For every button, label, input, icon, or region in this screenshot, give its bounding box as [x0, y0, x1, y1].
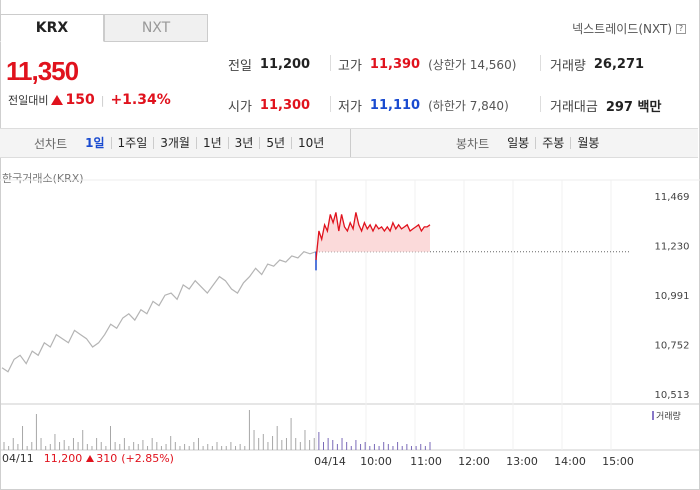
stat-value: 11,200 [259, 57, 311, 72]
y-tick-label: 11,469 [655, 192, 690, 203]
divider: | [100, 93, 105, 107]
stat-label: 거래대금 [550, 100, 598, 115]
volume-legend: 거래량 [652, 409, 681, 422]
lower-limit: (하한가 7,840) [428, 99, 509, 113]
chart-toolbar: 선차트 1일 1주일 3개월 1년 3년 5년 10년 봉차트 일봉 주봉 월봉 [0, 128, 698, 158]
period-10y[interactable]: 10년 [291, 137, 330, 149]
market-tabs: KRX NXT [0, 14, 208, 42]
volume-swatch [652, 411, 654, 420]
stat-high: 고가 11,390 (상한가 14,560) [338, 55, 516, 74]
candle-daily[interactable]: 일봉 [507, 136, 530, 150]
divider [330, 96, 331, 112]
period-1w[interactable]: 1주일 [110, 137, 154, 149]
up-arrow-icon [51, 95, 64, 105]
period-5y[interactable]: 5년 [259, 137, 291, 149]
today-series-line [315, 212, 431, 261]
line-chart-group: 선차트 1일 1주일 3개월 1년 3년 5년 10년 [34, 129, 330, 157]
period-3y[interactable]: 3년 [227, 137, 260, 149]
prev-change: 310 [96, 452, 118, 465]
stat-label: 고가 [338, 59, 362, 74]
market-label: 한국거래소(KRX) [2, 172, 84, 185]
stat-value: 11,110 [369, 98, 421, 113]
stat-label: 전일 [228, 59, 252, 74]
x-tick-label: 11:00 [410, 455, 442, 468]
line-chart-head: 선차트 [34, 136, 68, 151]
stat-value: 11,390 [369, 57, 421, 72]
prev-day-info: 04/11 11,200 310 (+2.85%) [2, 452, 174, 465]
up-arrow-icon [86, 455, 95, 462]
period-3m[interactable]: 3개월 [153, 137, 196, 149]
change-label: 전일대비 [8, 94, 49, 107]
stat-low: 저가 11,110 (하한가 7,840) [338, 96, 509, 115]
divider [330, 55, 331, 71]
period-1y[interactable]: 1년 [195, 137, 228, 149]
y-tick-label: 10,991 [655, 291, 690, 302]
change-amount: 150 [65, 92, 95, 108]
stat-volume: 거래량 26,271 [550, 55, 644, 74]
y-tick-label: 10,513 [655, 390, 690, 401]
price-change: 전일대비 150 | +1.34% [8, 92, 171, 108]
divider [540, 96, 541, 112]
upper-limit: (상한가 14,560) [428, 58, 517, 72]
stat-value: 11,300 [259, 98, 311, 113]
x-tick-label: 14:00 [554, 455, 586, 468]
prev-date: 04/11 [2, 452, 34, 465]
x-tick-label: 13:00 [506, 455, 538, 468]
candle-weekly[interactable]: 주봉 [535, 137, 570, 149]
stat-trade-value: 거래대금 297 백만 [550, 96, 661, 115]
help-icon[interactable]: ? [676, 23, 686, 34]
y-tick-label: 11,230 [655, 242, 690, 253]
change-percent: +1.34% [110, 92, 171, 108]
period-1d[interactable]: 1일 [85, 136, 105, 150]
prev-change-pct: (+2.85%) [121, 452, 174, 465]
candle-chart-head: 봉차트 [456, 136, 490, 151]
stat-label: 거래량 [550, 59, 586, 74]
x-tick-label: 10:00 [360, 455, 392, 468]
candle-chart-group: 봉차트 일봉 주봉 월봉 [456, 129, 605, 157]
divider [540, 55, 541, 71]
divider [350, 129, 351, 157]
x-tick-label: 15:00 [602, 455, 634, 468]
nxt-link[interactable]: 넥스트레이드(NXT) ? [572, 20, 686, 37]
y-tick-label: 10,752 [655, 341, 690, 352]
x-tick-label: 04/14 [314, 455, 346, 468]
prev-day-series-line [1, 251, 317, 373]
volume-legend-label: 거래량 [656, 412, 681, 422]
tab-krx[interactable]: KRX [0, 14, 104, 42]
current-price: 11,350 [6, 56, 79, 86]
stat-label: 저가 [338, 100, 362, 115]
stat-label: 시가 [228, 100, 252, 115]
x-tick-label: 12:00 [458, 455, 490, 468]
stat-value: 297 백만 [605, 100, 662, 115]
tab-nxt[interactable]: NXT [104, 14, 208, 42]
prev-close: 11,200 [43, 452, 83, 465]
stat-value: 26,271 [593, 57, 645, 72]
stat-prev-close: 전일 11,200 [228, 55, 310, 74]
nxt-link-label[interactable]: 넥스트레이드(NXT) [572, 22, 672, 36]
candle-monthly[interactable]: 월봉 [570, 137, 605, 149]
stat-open: 시가 11,300 [228, 96, 310, 115]
